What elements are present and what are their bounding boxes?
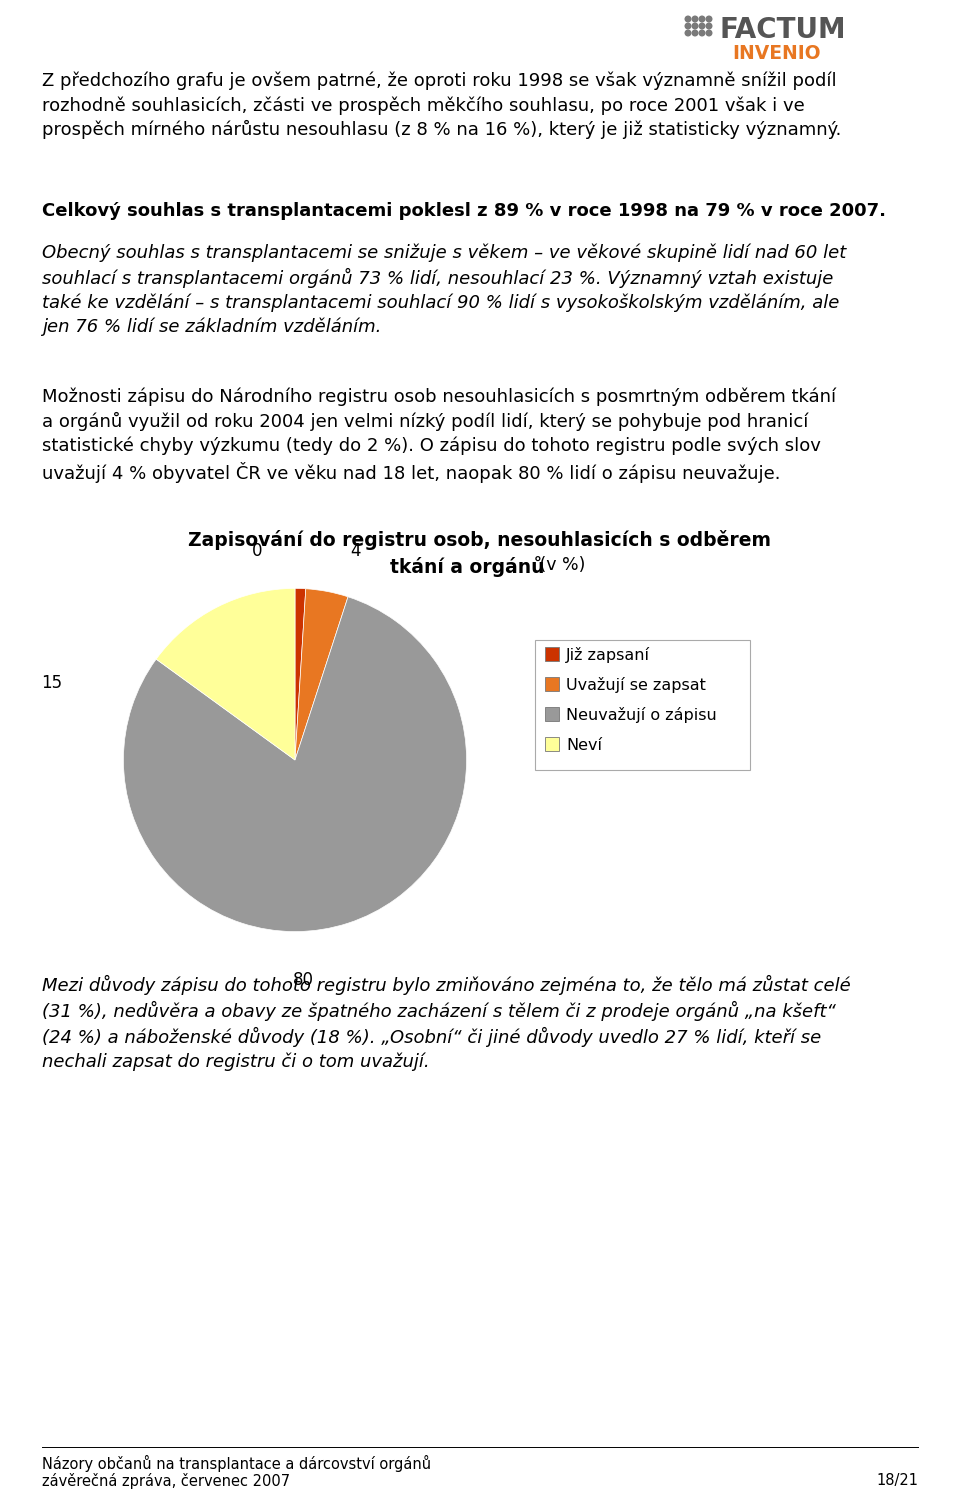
Text: závěrečná zpráva, červenec 2007: závěrečná zpráva, červenec 2007 xyxy=(42,1472,290,1489)
Circle shape xyxy=(685,30,691,36)
Wedge shape xyxy=(295,588,306,760)
Text: 0: 0 xyxy=(252,541,262,559)
Circle shape xyxy=(699,17,705,21)
Text: 4: 4 xyxy=(349,541,360,559)
Text: Neuvažují o zápisu: Neuvažují o zápisu xyxy=(566,707,717,723)
Bar xyxy=(545,737,559,750)
Circle shape xyxy=(707,30,711,36)
Text: Z předchozího grafu je ovšem patrné, že oproti roku 1998 se však významně snížil: Z předchozího grafu je ovšem patrné, že … xyxy=(42,72,841,140)
Text: Mezi důvody zápisu do tohoto registru bylo zmiňováno zejména to, že tělo má zůst: Mezi důvody zápisu do tohoto registru by… xyxy=(42,975,851,1071)
Circle shape xyxy=(685,23,691,29)
Text: Zapisování do registru osob, nesouhlasicích s odběrem: Zapisování do registru osob, nesouhlasic… xyxy=(188,529,772,550)
Circle shape xyxy=(707,17,711,21)
Text: FACTUM: FACTUM xyxy=(720,17,847,44)
Circle shape xyxy=(685,17,691,21)
Text: tkání a orgánů: tkání a orgánů xyxy=(390,556,544,578)
Text: 80: 80 xyxy=(293,970,314,988)
Text: (v %): (v %) xyxy=(534,556,586,575)
Wedge shape xyxy=(124,597,467,931)
Text: Názory občanů na transplantace a dárcovství orgánů: Názory občanů na transplantace a dárcovs… xyxy=(42,1454,431,1472)
Text: Celkový souhlas s transplantacemi poklesl z 89 % v roce 1998 na 79 % v roce 2007: Celkový souhlas s transplantacemi pokles… xyxy=(42,202,886,220)
Wedge shape xyxy=(156,588,295,760)
Circle shape xyxy=(692,23,698,29)
Bar xyxy=(535,641,750,770)
Bar xyxy=(545,707,559,720)
Bar xyxy=(545,647,559,660)
Text: Uvažují se zapsat: Uvažují se zapsat xyxy=(566,677,706,693)
Wedge shape xyxy=(295,588,348,760)
Circle shape xyxy=(699,30,705,36)
Text: 15: 15 xyxy=(40,674,61,692)
Text: 18/21: 18/21 xyxy=(876,1472,918,1487)
Circle shape xyxy=(692,30,698,36)
Text: Neví: Neví xyxy=(566,737,602,752)
Bar xyxy=(545,677,559,690)
Circle shape xyxy=(692,17,698,21)
Circle shape xyxy=(707,23,711,29)
Text: INVENIO: INVENIO xyxy=(732,44,821,63)
Text: Již zapsaní: Již zapsaní xyxy=(566,647,650,663)
Text: Obecný souhlas s transplantacemi se snižuje s věkem – ve věkové skupině lidí nad: Obecný souhlas s transplantacemi se sniž… xyxy=(42,244,847,335)
Circle shape xyxy=(699,23,705,29)
Text: Možnosti zápisu do Národního registru osob nesouhlasicích s posmrtným odběrem tk: Možnosti zápisu do Národního registru os… xyxy=(42,388,836,483)
